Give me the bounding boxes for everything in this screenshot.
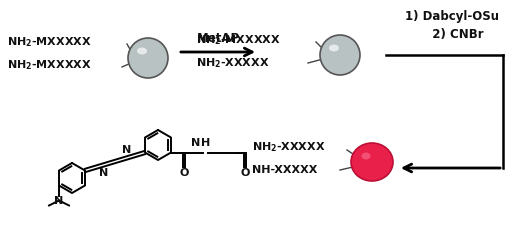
- Text: NH$_\mathbf{2}$-XXXXX: NH$_\mathbf{2}$-XXXXX: [252, 140, 325, 154]
- Text: MetAP: MetAP: [196, 31, 240, 44]
- Text: H: H: [201, 138, 210, 149]
- Text: N: N: [191, 138, 200, 149]
- Text: O: O: [179, 168, 189, 177]
- Text: N: N: [99, 168, 108, 178]
- Ellipse shape: [128, 38, 168, 78]
- Text: O: O: [241, 168, 250, 177]
- Text: N: N: [54, 196, 64, 207]
- Text: 1) Dabcyl-OSu
   2) CNBr: 1) Dabcyl-OSu 2) CNBr: [405, 10, 499, 41]
- Text: N: N: [122, 145, 132, 155]
- Ellipse shape: [361, 153, 371, 160]
- Text: NH$_\mathbf{2}$-MXXXXX: NH$_\mathbf{2}$-MXXXXX: [196, 33, 281, 47]
- Text: NH-XXXXX: NH-XXXXX: [252, 165, 317, 175]
- Ellipse shape: [320, 35, 360, 75]
- Ellipse shape: [351, 143, 393, 181]
- Text: NH$_\mathbf{2}$-MXXXXX: NH$_\mathbf{2}$-MXXXXX: [7, 35, 91, 49]
- Text: NH$_\mathbf{2}$-MXXXXX: NH$_\mathbf{2}$-MXXXXX: [7, 58, 91, 72]
- Ellipse shape: [137, 47, 147, 55]
- Text: NH$_\mathbf{2}$-XXXXX: NH$_\mathbf{2}$-XXXXX: [196, 56, 269, 70]
- Ellipse shape: [329, 44, 339, 51]
